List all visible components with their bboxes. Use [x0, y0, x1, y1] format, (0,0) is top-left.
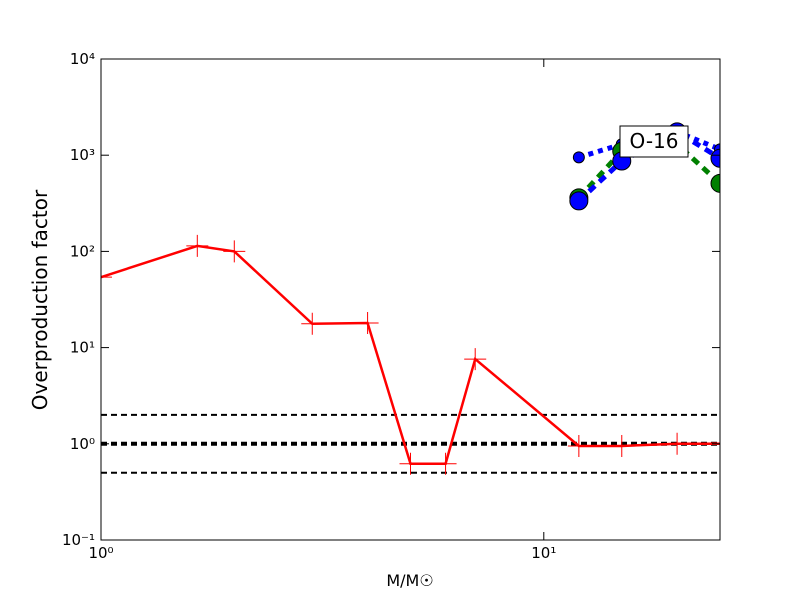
point-marker	[710, 148, 720, 168]
y-axis-label: Overproduction factor	[28, 189, 52, 410]
point-marker	[356, 312, 379, 335]
point-marker	[186, 234, 209, 257]
point-marker	[710, 173, 720, 193]
x-axis-label: M/M☉	[386, 571, 433, 590]
annotation: O-16	[630, 129, 679, 153]
point-marker	[464, 348, 487, 371]
point-marker	[567, 434, 590, 457]
point-marker	[301, 312, 324, 335]
point-marker	[610, 434, 633, 457]
point-marker	[223, 240, 246, 263]
annotation-box	[619, 125, 689, 158]
x-tick-label: 10⁰	[88, 544, 113, 562]
plot-area	[101, 122, 720, 475]
y-tick-label: 10¹	[70, 339, 95, 357]
point-marker	[101, 266, 112, 289]
point-marker	[569, 191, 589, 211]
point-marker	[434, 452, 457, 475]
y-tick-label: 10⁻¹	[62, 531, 95, 549]
y-tick-label: 10⁰	[70, 435, 95, 453]
y-tick-label: 10⁴	[70, 50, 95, 68]
series-line	[101, 244, 720, 466]
point-marker	[666, 432, 689, 455]
y-tick-label: 10³	[70, 146, 95, 164]
point-marker	[572, 151, 585, 164]
y-tick-label: 10²	[70, 242, 95, 260]
x-tick-label: 10¹	[531, 544, 556, 562]
point-marker	[399, 452, 422, 475]
plot-frame	[100, 58, 721, 541]
